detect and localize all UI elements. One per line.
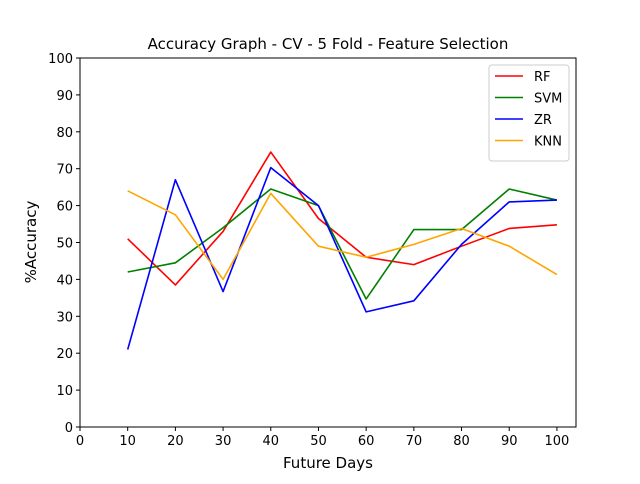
y-tick-label: 80: [56, 126, 73, 141]
x-tick-label: 40: [262, 434, 279, 449]
y-tick-label: 70: [56, 163, 73, 178]
x-tick-label: 30: [215, 434, 232, 449]
y-tick-label: 0: [65, 421, 73, 436]
y-tick-label: 100: [48, 52, 73, 67]
series-line-svm: [127, 188, 558, 300]
legend-label-rf: RF: [534, 70, 551, 85]
x-tick-label: 10: [119, 434, 136, 449]
x-tick-label: 80: [453, 434, 470, 449]
y-tick-label: 30: [56, 310, 73, 325]
y-axis-label: %Accuracy: [22, 201, 40, 284]
legend-label-zr: ZR: [534, 113, 552, 128]
y-tick-label: 90: [56, 89, 73, 104]
x-tick-label: 60: [358, 434, 375, 449]
y-tick-label: 50: [56, 237, 73, 252]
plot-lines: [126, 151, 558, 350]
x-tick-label: 70: [406, 434, 423, 449]
y-tick-label: 20: [56, 347, 73, 362]
legend: RF SVM ZR KNN: [488, 64, 570, 162]
legend-label-svm: SVM: [534, 92, 562, 107]
x-axis-label: Future Days: [283, 454, 373, 472]
legend-box: [488, 64, 570, 162]
x-tick-label: 50: [310, 434, 327, 449]
x-tick-label: 0: [76, 434, 84, 449]
y-tick-label: 10: [56, 384, 73, 399]
x-tick-label: 20: [167, 434, 184, 449]
y-tick-label: 60: [56, 200, 73, 215]
y-tick-label: 40: [56, 273, 73, 288]
x-tick-label: 100: [545, 434, 570, 449]
series-line-zr: [126, 166, 557, 350]
x-axis-ticks: 0 10 20 30 40 50 60 70 80 90 100: [76, 427, 569, 449]
series-line-knn: [127, 190, 558, 281]
legend-label-knn: KNN: [534, 135, 562, 150]
x-tick-label: 90: [501, 434, 518, 449]
y-axis-ticks: 0 10 20 30 40 50 60 70 80 90 100: [48, 52, 80, 436]
chart-title: Accuracy Graph - CV - 5 Fold - Feature S…: [148, 35, 509, 53]
